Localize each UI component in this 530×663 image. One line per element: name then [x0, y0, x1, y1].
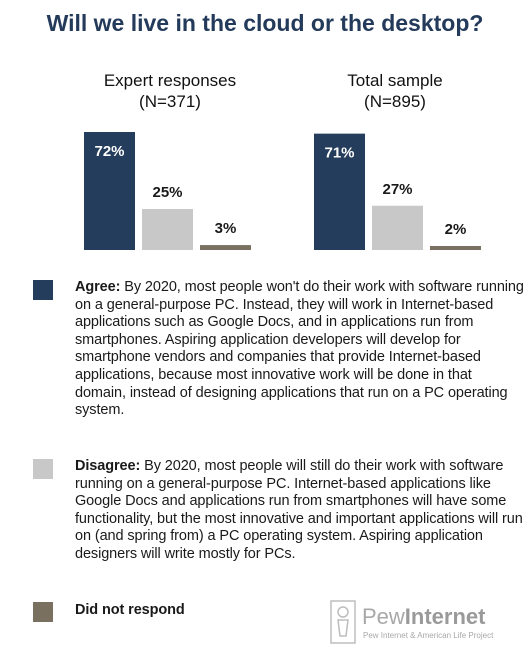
- bar-label-total-no-response: 2%: [445, 221, 467, 238]
- legend-term-disagree: Disagree:: [75, 458, 141, 474]
- panel-total-title: Total sample: [347, 71, 443, 90]
- logo-brand-bold: Internet: [404, 604, 486, 629]
- pew-logo-icon: [330, 600, 356, 644]
- legend-swatch-agree: [33, 280, 53, 300]
- legend-swatch-disagree: [33, 459, 53, 479]
- logo-subtitle: Pew Internet & American Life Project: [363, 631, 494, 640]
- logo-brand-light: Pew: [362, 604, 405, 629]
- bar-expert-no-response: [200, 245, 251, 250]
- bar-total-no-response: [430, 246, 481, 250]
- bar-total-disagree: [372, 205, 423, 250]
- bar-expert-agree: [84, 132, 135, 250]
- page-title: Will we live in the cloud or the desktop…: [46, 10, 484, 36]
- legend-text-agree: By 2020, most people won't do their work…: [75, 279, 524, 419]
- panel-total-subtitle: (N=895): [364, 92, 426, 111]
- bar-total-agree: [314, 133, 365, 250]
- legend-text-disagree: By 2020, most people will still do their…: [75, 458, 523, 562]
- panel-expert-title: Expert responses: [103, 71, 237, 90]
- bar-label-expert-disagree: 25%: [152, 184, 182, 201]
- legend-term-no-response: Did not respond: [75, 602, 185, 618]
- pew-internet-logo: PewInternet Pew Internet & American Life…: [330, 600, 510, 648]
- panel-expert-heading: Expert responses (N=371): [60, 70, 280, 112]
- bar-label-total-agree: 71%: [324, 145, 354, 162]
- panel-total-heading: Total sample (N=895): [285, 70, 505, 112]
- legend-term-agree: Agree:: [75, 279, 121, 295]
- panel-expert-subtitle: (N=371): [139, 92, 201, 111]
- bar-label-expert-no-response: 3%: [215, 220, 237, 237]
- legend-swatch-no-response: [33, 602, 53, 622]
- bar-label-total-disagree: 27%: [382, 181, 412, 198]
- bar-charts: 72% 25% 3% 71% 27% 2%: [84, 132, 481, 250]
- bar-label-expert-agree: 72%: [94, 143, 124, 160]
- bar-expert-disagree: [142, 209, 193, 250]
